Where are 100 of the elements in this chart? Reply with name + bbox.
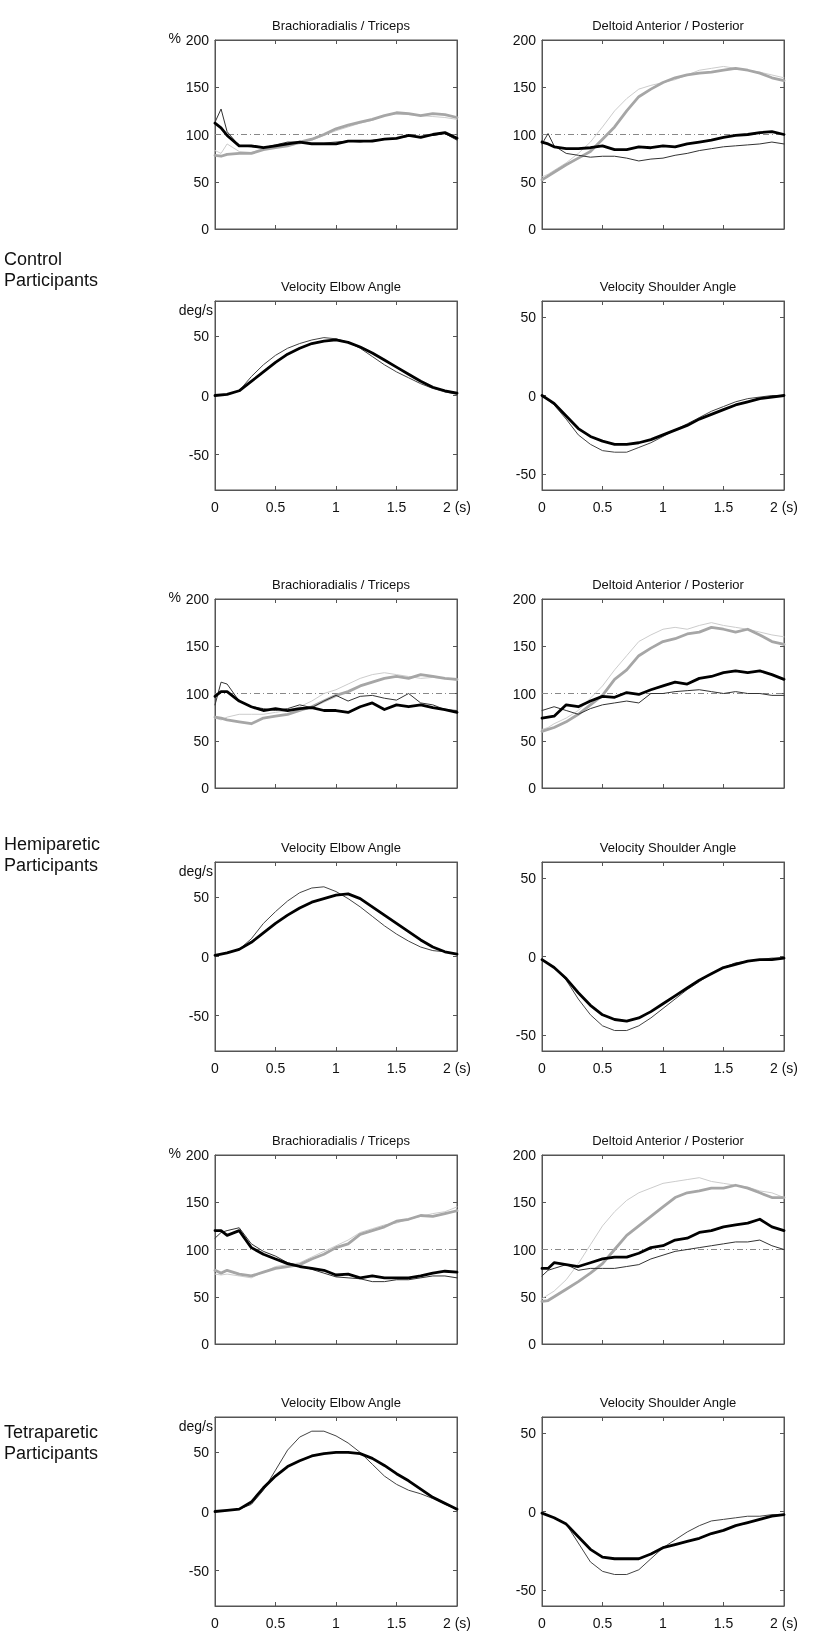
y-tick-label: 50	[520, 173, 537, 190]
y-tick-label: 0	[528, 387, 537, 404]
x-tick-label: 0.5	[592, 499, 613, 515]
text: Control Participants	[4, 248, 99, 290]
y-tick-label: 150	[185, 79, 210, 96]
y-tick-label: 50	[520, 308, 537, 325]
y-tick-label: 50	[520, 1288, 537, 1305]
y-tick-label: 50	[193, 328, 210, 345]
y-tick-label: -50	[188, 1562, 210, 1579]
y-tick-label: 50	[520, 1424, 537, 1441]
y-tick-label: -50	[515, 1582, 537, 1599]
y-tick-label: 100	[512, 1241, 537, 1258]
y-tick-label: 100	[185, 126, 210, 143]
y-tick-label: 0	[528, 1503, 537, 1520]
x-tick-label: 1.5	[386, 1060, 407, 1076]
line-series	[540, 130, 786, 152]
y-axis-title: %	[168, 1145, 181, 1161]
y-tick-label: 50	[193, 732, 210, 749]
line-series	[213, 1451, 459, 1513]
y-tick-label: 0	[528, 221, 537, 237]
y-tick-label: 150	[512, 79, 537, 96]
y-tick-label: 0	[201, 221, 210, 237]
x-tick-label: 0.5	[592, 1060, 613, 1076]
chart-title: Brachioradialis / Triceps	[272, 18, 411, 33]
x-tick-label: 2 (s)	[770, 499, 798, 515]
line-series	[540, 1511, 786, 1561]
x-tick-label: 1.5	[713, 1615, 734, 1631]
x-tick-label: 0	[211, 1615, 220, 1631]
x-tick-label: 2 (s)	[443, 1615, 471, 1631]
x-tick-label: 0	[538, 1060, 547, 1076]
x-tick-label: 0	[211, 1060, 220, 1076]
y-tick-label: 200	[185, 1147, 210, 1163]
y-tick-label: 0	[201, 1503, 210, 1520]
x-tick-label: 2 (s)	[770, 1060, 798, 1076]
y-tick-label: 200	[512, 1147, 537, 1163]
x-tick-label: 1.5	[386, 1615, 407, 1631]
chart-title: Velocity Shoulder Angle	[599, 279, 737, 294]
y-tick-label: -50	[515, 1027, 537, 1044]
y-tick-label: 150	[185, 638, 210, 655]
line-series	[541, 689, 785, 715]
x-tick-label: 0.5	[265, 1615, 286, 1631]
chart-title: Velocity Elbow Angle	[281, 1395, 401, 1410]
y-tick-label: 50	[193, 173, 210, 190]
line-series	[213, 121, 459, 150]
x-tick-label: 0.5	[265, 1060, 286, 1076]
x-tick-label: 2 (s)	[443, 1060, 471, 1076]
x-tick-label: 0.5	[592, 1615, 613, 1631]
x-tick-label: 0	[538, 499, 547, 515]
y-tick-label: 100	[185, 685, 210, 702]
x-tick-label: 1.5	[386, 499, 407, 515]
line-series	[540, 669, 786, 720]
y-tick-label: 100	[512, 685, 537, 702]
y-tick-label: 150	[512, 638, 537, 655]
y-tick-label: 0	[528, 1336, 537, 1352]
y-tick-label: -50	[188, 446, 210, 463]
y-tick-label: 0	[201, 948, 210, 965]
x-tick-label: 2 (s)	[770, 1615, 798, 1631]
y-axis-title: deg/s	[178, 863, 213, 879]
y-tick-label: 200	[512, 32, 537, 48]
chart-title: Velocity Shoulder Angle	[599, 1395, 737, 1410]
line-series	[541, 133, 785, 162]
y-axis-title: %	[168, 30, 181, 46]
chart-title: Deltoid Anterior / Posterior	[592, 577, 745, 592]
chart-title: Velocity Elbow Angle	[281, 840, 401, 855]
chart-title: Brachioradialis / Triceps	[272, 577, 411, 592]
y-tick-label: -50	[188, 1007, 210, 1024]
y-tick-label: 100	[185, 1241, 210, 1258]
y-tick-label: 0	[201, 780, 210, 796]
y-tick-label: -50	[515, 466, 537, 483]
line-series	[541, 1239, 785, 1277]
y-tick-label: 50	[193, 889, 210, 906]
text: Hemiparetic Participants	[4, 833, 106, 875]
x-tick-label: 1	[332, 499, 341, 515]
y-tick-label: 50	[520, 869, 537, 886]
chart-title: Deltoid Anterior / Posterior	[592, 18, 745, 33]
y-tick-label: 100	[512, 126, 537, 143]
x-tick-label: 1.5	[713, 499, 734, 515]
x-tick-label: 0	[211, 499, 220, 515]
line-series	[540, 1217, 786, 1270]
chart-title: Velocity Elbow Angle	[281, 279, 401, 294]
y-tick-label: 0	[528, 948, 537, 965]
chart-title: Velocity Shoulder Angle	[599, 840, 737, 855]
line-series	[213, 690, 459, 714]
x-tick-label: 1	[332, 1615, 341, 1631]
x-tick-label: 1	[332, 1060, 341, 1076]
y-tick-label: 50	[193, 1288, 210, 1305]
text: Tetraparetic Participants	[4, 1421, 104, 1463]
x-tick-label: 0	[538, 1615, 547, 1631]
y-tick-label: 0	[528, 780, 537, 796]
y-tick-label: 200	[185, 32, 210, 48]
y-tick-label: 200	[512, 591, 537, 607]
y-tick-label: 200	[185, 591, 210, 607]
y-tick-label: 50	[193, 1444, 210, 1461]
chart-title: Deltoid Anterior / Posterior	[592, 1133, 745, 1148]
y-axis-title: deg/s	[178, 302, 213, 318]
y-axis-title: %	[168, 589, 181, 605]
x-tick-label: 1	[659, 1060, 668, 1076]
y-tick-label: 50	[520, 732, 537, 749]
y-tick-label: 0	[201, 1336, 210, 1352]
y-axis-title: deg/s	[178, 1418, 213, 1434]
